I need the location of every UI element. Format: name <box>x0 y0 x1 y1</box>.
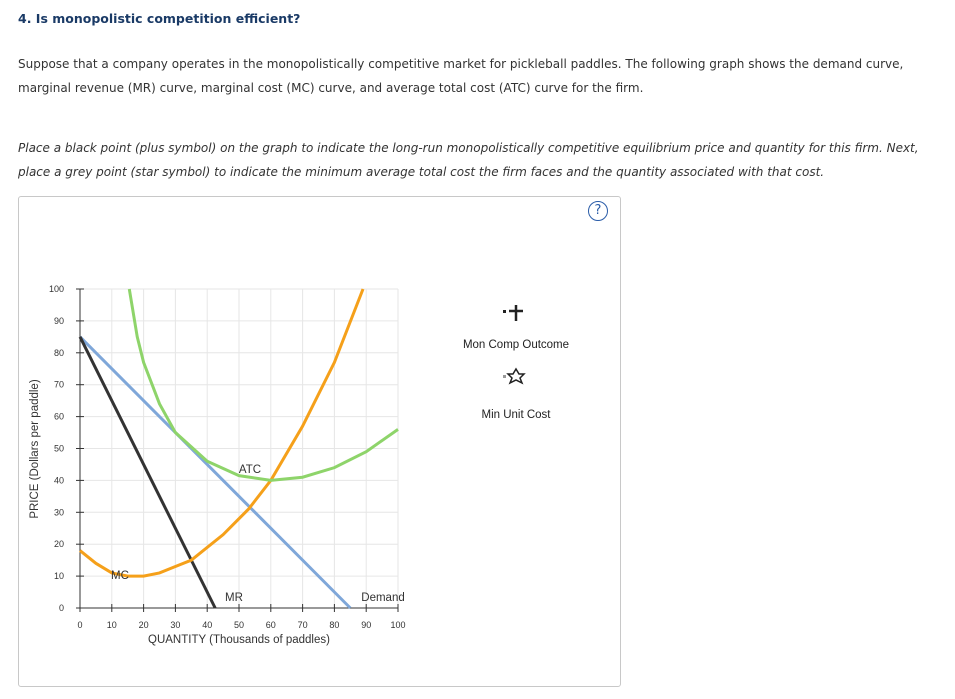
x-tick-label: 60 <box>266 620 276 630</box>
y-tick-label: 0 <box>59 603 64 613</box>
curve-label: ATC <box>239 464 261 476</box>
curve-label: Demand <box>361 592 404 604</box>
legend-label[interactable]: Mon Comp Outcome <box>463 339 569 351</box>
x-tick-label: 80 <box>329 620 339 630</box>
x-tick-label: 30 <box>170 620 180 630</box>
y-tick-label: 60 <box>54 412 64 422</box>
graph-panel <box>18 196 621 687</box>
x-tick-label: 70 <box>298 620 308 630</box>
instructions: Place a black point (plus symbol) on the… <box>18 141 919 179</box>
y-tick-label: 10 <box>54 571 64 581</box>
x-tick-label: 100 <box>390 620 405 630</box>
legend-label[interactable]: Min Unit Cost <box>481 409 551 421</box>
x-tick-label: 0 <box>77 620 82 630</box>
curve <box>127 288 399 482</box>
legend-plus[interactable] <box>503 305 523 321</box>
x-tick-label: 40 <box>202 620 212 630</box>
y-tick-label: 90 <box>54 316 64 326</box>
y-tick-label: 70 <box>54 380 64 390</box>
x-tick-label: 90 <box>361 620 371 630</box>
y-tick-label: 20 <box>54 539 64 549</box>
y-tick-label: 100 <box>49 284 64 294</box>
x-tick-label: 50 <box>234 620 244 630</box>
curve-label: MR <box>225 592 243 604</box>
y-tick-label: 80 <box>54 348 64 358</box>
x-axis-label: QUANTITY (Thousands of paddles) <box>148 634 330 646</box>
help-button[interactable]: ? <box>588 201 608 221</box>
y-tick-label: 30 <box>54 507 64 517</box>
curve <box>79 288 365 578</box>
y-axis-label: PRICE (Dollars per paddle) <box>29 379 41 519</box>
curve <box>78 335 352 610</box>
y-tick-label: 50 <box>54 444 64 454</box>
question-title: 4. Is monopolistic competition efficient… <box>18 11 301 26</box>
curve <box>78 336 217 609</box>
x-tick-label: 20 <box>139 620 149 630</box>
legend-star[interactable] <box>503 367 526 385</box>
y-tick-label: 40 <box>54 475 64 485</box>
x-tick-label: 10 <box>107 620 117 630</box>
intro-text: Suppose that a company operates in the m… <box>18 57 904 95</box>
curve-label: MC <box>111 570 129 582</box>
